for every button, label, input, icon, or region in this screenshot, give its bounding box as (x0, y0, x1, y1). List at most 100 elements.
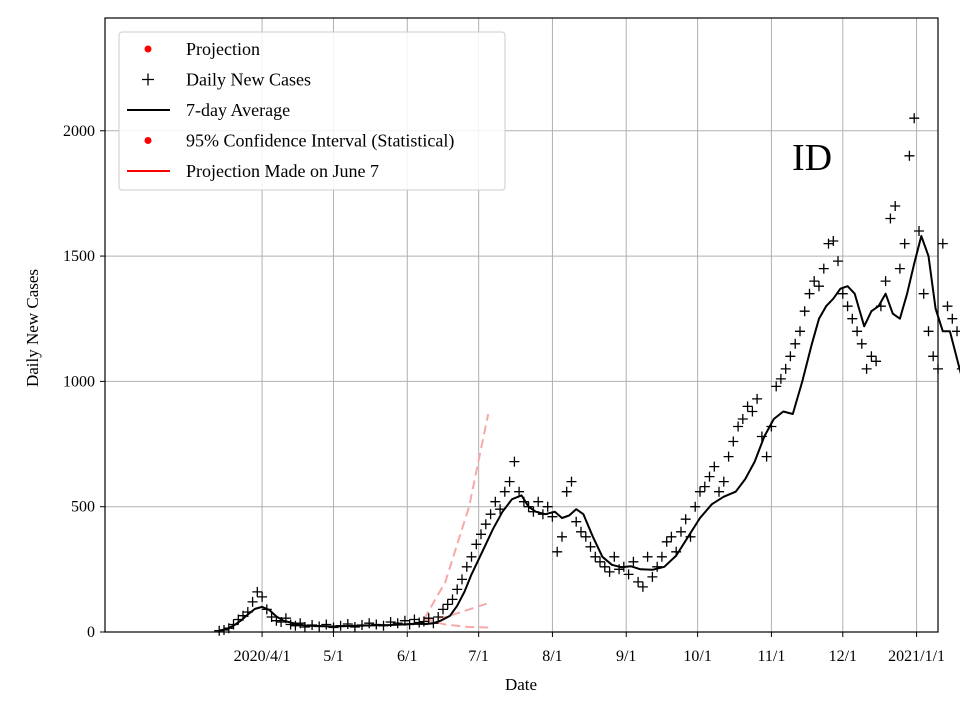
daily-case-marker (752, 393, 763, 404)
daily-case-marker (623, 569, 634, 580)
daily-case-marker (899, 238, 910, 249)
daily-case-marker (704, 471, 715, 482)
daily-case-marker (609, 551, 620, 562)
daily-case-marker (785, 351, 796, 362)
daily-case-marker (561, 486, 572, 497)
june7-projection-lower-line (423, 618, 489, 629)
daily-case-marker (833, 256, 843, 267)
daily-case-marker (252, 586, 263, 597)
daily-case-marker (814, 281, 824, 292)
daily-case-marker (476, 529, 486, 540)
legend-label: 7-day Average (186, 100, 290, 120)
daily-case-marker (447, 594, 458, 605)
y-tick-label: 2000 (63, 123, 95, 140)
daily-case-marker (861, 363, 872, 374)
x-tick-label: 6/1 (397, 648, 417, 665)
projection-june7-layer (423, 413, 490, 629)
june7-projection-upper-line (423, 413, 490, 620)
daily-case-marker (947, 313, 958, 324)
daily-case-marker (433, 612, 444, 622)
x-tick-label: 2020/4/1 (234, 648, 291, 665)
daily-case-marker (285, 619, 296, 630)
daily-case-marker (809, 276, 820, 287)
daily-case-marker (733, 421, 744, 432)
daily-case-marker (761, 451, 772, 462)
daily-case-marker (542, 501, 553, 512)
daily-case-marker (342, 619, 353, 629)
daily-case-marker (742, 401, 753, 412)
daily-case-marker (771, 381, 782, 392)
daily-case-marker (923, 326, 934, 337)
legend-plus-icon (142, 73, 154, 86)
daily-case-marker (823, 238, 834, 249)
y-axis-ticks: 0 500 1000 1500 2000 (63, 123, 105, 641)
daily-case-marker (637, 581, 648, 592)
daily-case-marker (737, 414, 748, 424)
daily-case-marker (942, 301, 953, 312)
daily-case-marker (595, 556, 605, 567)
x-tick-label: 12/1 (829, 648, 857, 665)
daily-case-marker (790, 338, 801, 349)
daily-case-marker (894, 263, 905, 274)
daily-case-marker (690, 501, 701, 512)
daily-case-marker (909, 113, 920, 124)
state-label: ID (792, 137, 832, 179)
daily-case-marker (442, 599, 453, 610)
x-tick-label: 10/1 (683, 648, 711, 665)
x-tick-label: 11/1 (757, 648, 785, 665)
y-tick-label: 1000 (63, 373, 95, 390)
daily-case-marker (423, 613, 434, 624)
daily-case-marker (937, 238, 948, 249)
y-tick-label: 500 (71, 499, 95, 516)
daily-case-marker (852, 326, 863, 337)
seven-day-average-line (218, 235, 960, 632)
legend-label: Projection (186, 39, 260, 59)
daily-case-marker (290, 620, 301, 631)
daily-case-marker (928, 351, 939, 362)
daily-case-marker (452, 584, 463, 595)
daily-case-marker (480, 519, 491, 530)
daily-case-marker (818, 263, 829, 274)
daily-case-marker (364, 618, 375, 629)
daily-case-marker (438, 604, 448, 615)
legend-red-dot-icon (144, 45, 152, 53)
x-tick-label: 7/1 (468, 648, 488, 665)
daily-case-marker (828, 236, 839, 246)
seven-day-average-layer (218, 235, 960, 632)
daily-case-marker (723, 451, 734, 462)
daily-case-marker (247, 596, 258, 607)
daily-case-marker (666, 531, 677, 542)
daily-case-marker (604, 566, 615, 577)
x-tick-label: 8/1 (542, 648, 562, 665)
daily-case-marker (680, 514, 691, 525)
daily-case-marker (466, 551, 477, 562)
daily-case-marker (795, 326, 805, 337)
daily-case-marker (880, 276, 891, 287)
daily-case-marker (676, 526, 686, 537)
daily-case-marker (647, 571, 658, 582)
daily-case-marker (856, 338, 867, 349)
daily-case-marker (580, 531, 591, 542)
daily-case-marker (485, 509, 496, 520)
x-axis-ticks: 2020/4/1 5/1 6/1 7/1 8/1 9/1 10/1 11/1 12/1 2021/… (234, 632, 945, 665)
daily-case-marker (566, 476, 577, 487)
daily-case-marker (718, 476, 729, 487)
daily-case-marker (890, 201, 901, 211)
daily-case-marker (661, 536, 672, 547)
legend-label: Projection Made on June 7 (186, 161, 379, 181)
daily-case-marker (885, 213, 896, 224)
daily-case-marker (547, 511, 558, 522)
daily-case-marker (699, 481, 710, 492)
daily-case-marker (747, 406, 758, 417)
daily-case-marker (904, 150, 915, 161)
daily-case-marker (585, 541, 596, 552)
daily-case-marker (257, 591, 268, 602)
daily-case-marker (914, 226, 924, 236)
x-tick-label: 9/1 (616, 648, 636, 665)
daily-case-marker (514, 486, 525, 497)
daily-case-marker (599, 561, 610, 572)
daily-case-marker (490, 496, 501, 507)
plot-frame (104, 17, 939, 633)
daily-case-marker (804, 288, 815, 299)
